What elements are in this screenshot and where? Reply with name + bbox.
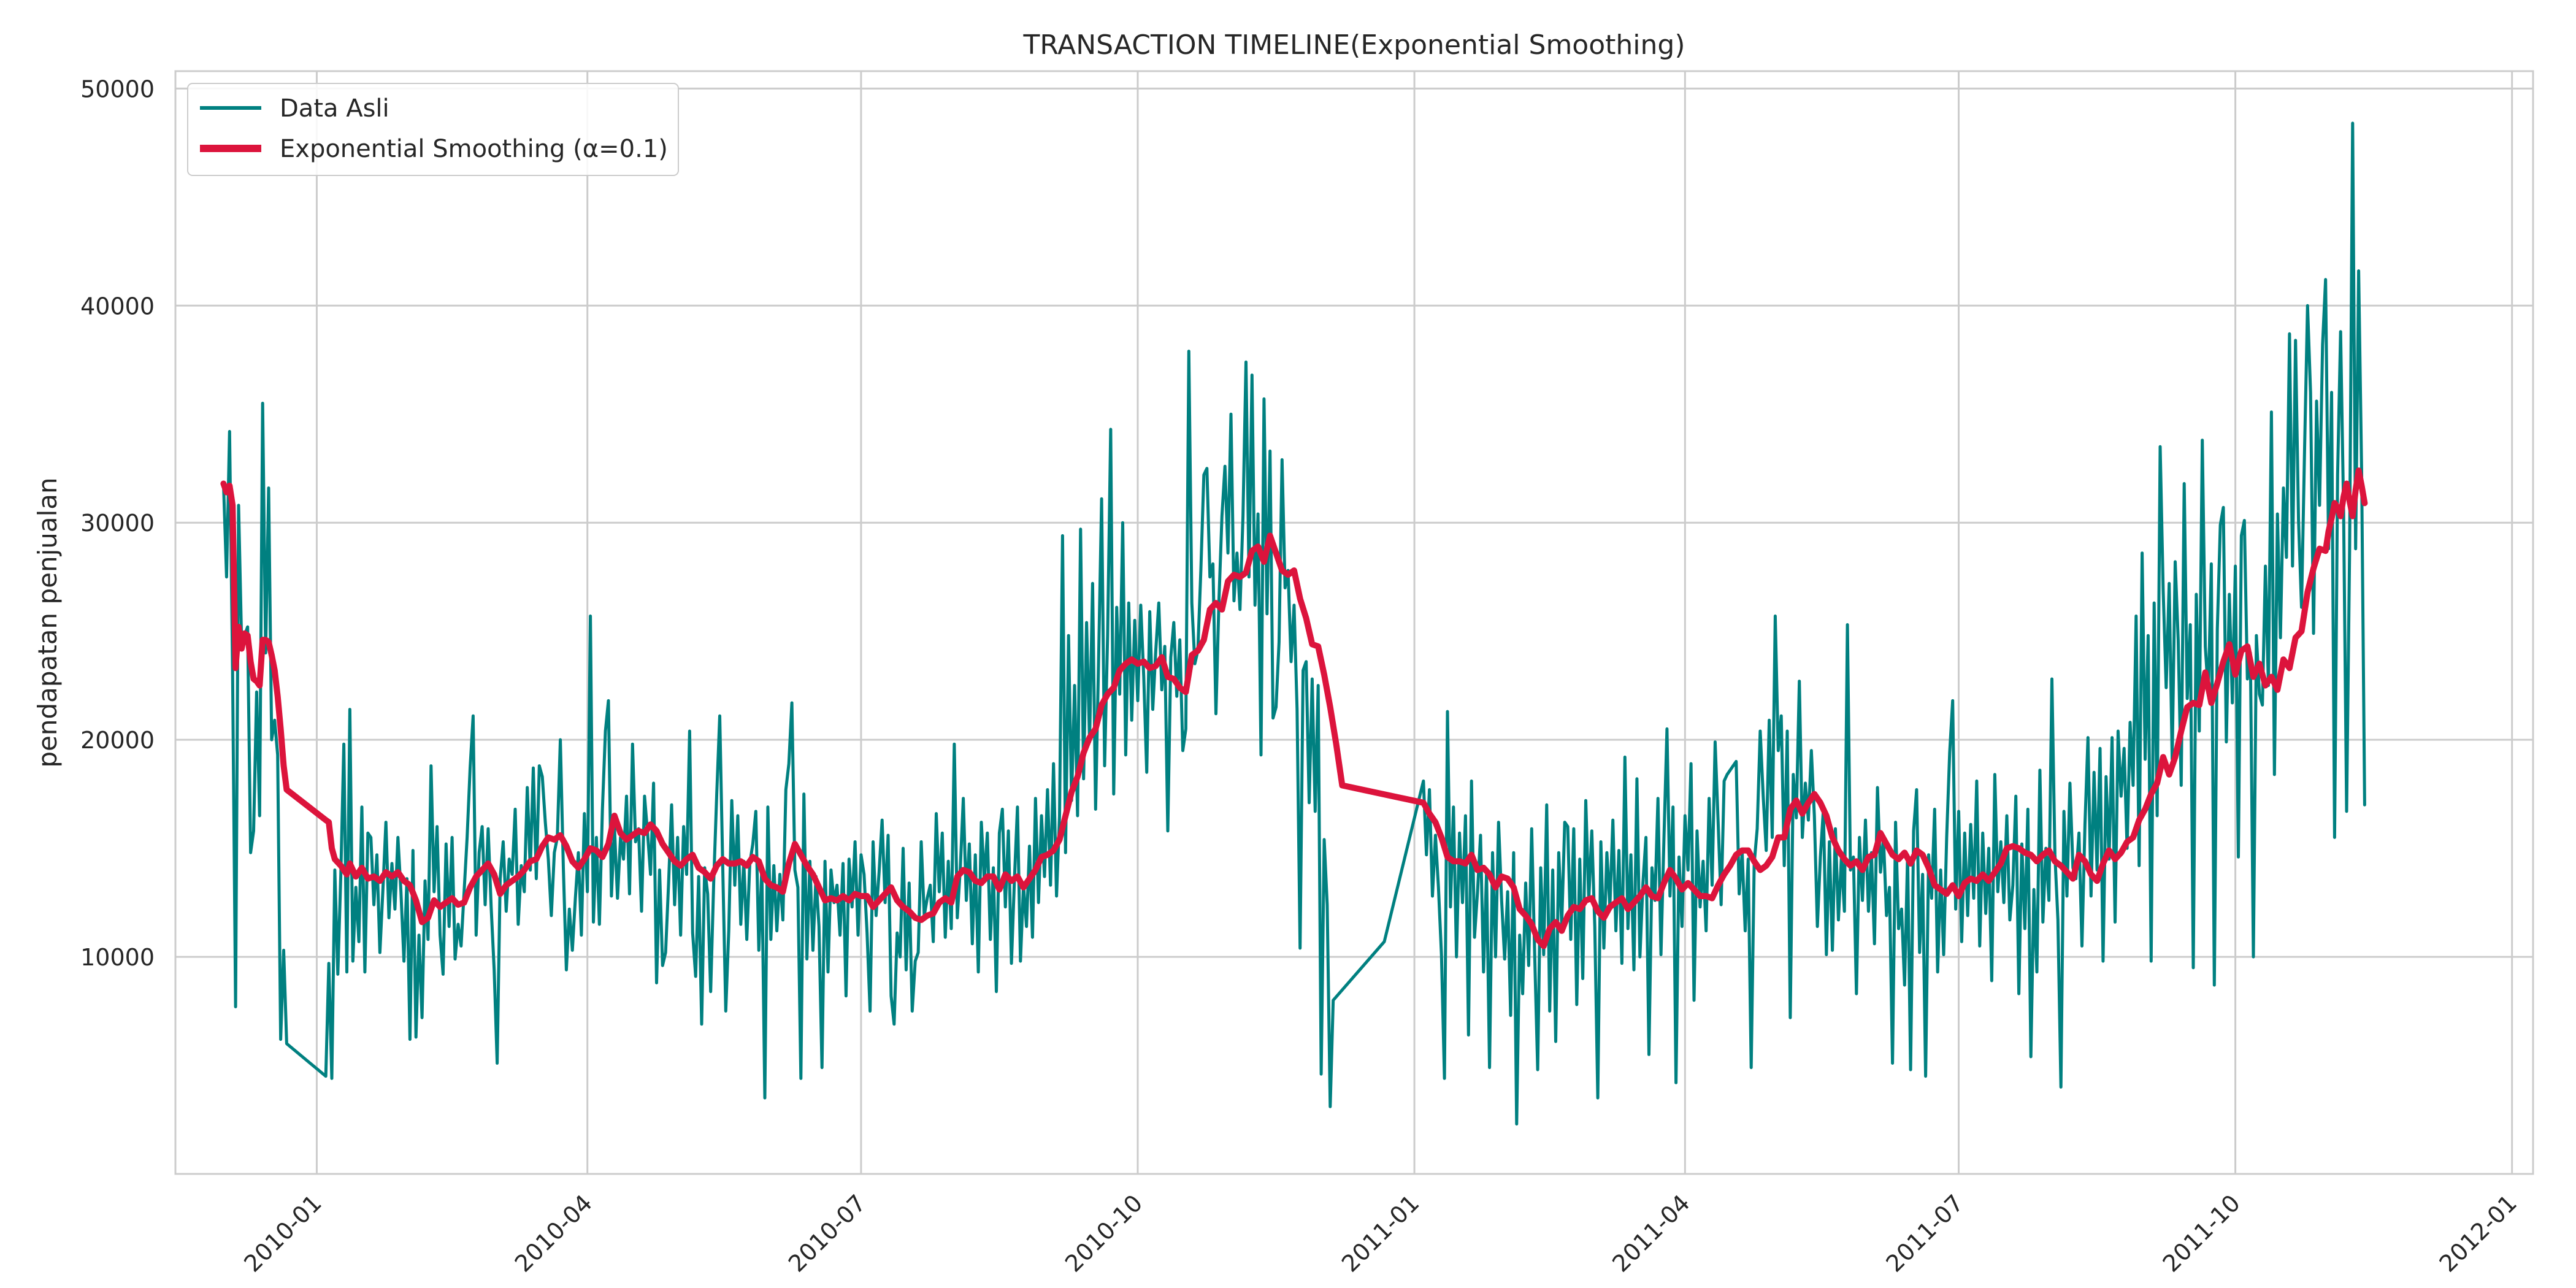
y-axis-label: pendapatan penjualan xyxy=(33,477,63,767)
x-tick-label: 2010-04 xyxy=(510,1189,597,1277)
legend-label-data-asli: Data Asli xyxy=(280,94,389,123)
legend-label-exponential-smoothing: Exponential Smoothing (α=0.1) xyxy=(280,135,668,163)
y-tick-labels: 10000 20000 30000 40000 50000 xyxy=(80,75,155,971)
series xyxy=(220,121,2368,1126)
legend-box xyxy=(187,83,679,176)
x-tick-labels: 2010-01 2010-04 2010-07 2010-10 2011-01 2011-… xyxy=(239,1189,2522,1277)
legend: Data Asli Exponential Smoothing (α=0.1) xyxy=(187,83,679,176)
x-tick-label: 2010-01 xyxy=(239,1189,326,1277)
x-tick-label: 2011-01 xyxy=(1336,1189,1424,1277)
series-line-1 xyxy=(220,467,2368,949)
x-tick-label: 2011-10 xyxy=(2158,1189,2245,1277)
series-line-0 xyxy=(221,121,2366,1126)
chart-title: TRANSACTION TIMELINE(Exponential Smoothi… xyxy=(1022,29,1685,61)
y-tick-label: 20000 xyxy=(80,727,155,754)
x-tick-label: 2011-07 xyxy=(1880,1189,1968,1277)
y-tick-label: 40000 xyxy=(80,293,155,320)
x-tick-label: 2011-04 xyxy=(1607,1189,1695,1277)
x-tick-label: 2012-01 xyxy=(2434,1189,2522,1277)
plot-area xyxy=(174,70,2534,1175)
y-tick-label: 30000 xyxy=(80,510,155,537)
y-tick-label: 50000 xyxy=(80,75,155,102)
y-tick-label: 10000 xyxy=(80,944,155,971)
x-tick-label: 2010-10 xyxy=(1060,1189,1148,1277)
x-tick-label: 2010-07 xyxy=(783,1189,871,1277)
